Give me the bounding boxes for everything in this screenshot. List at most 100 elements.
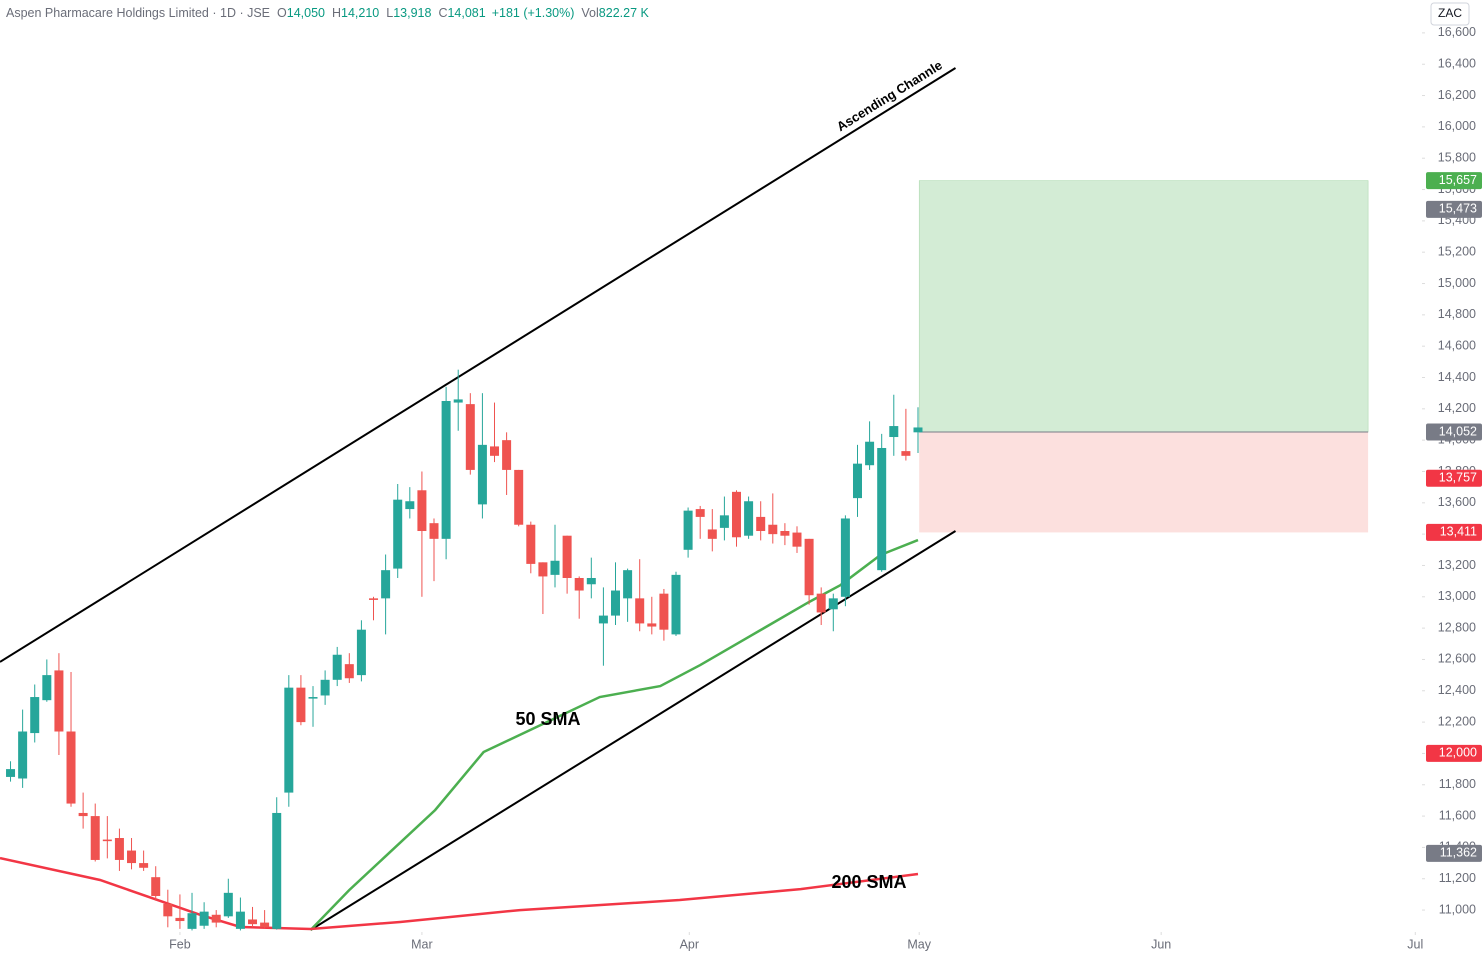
y-tick-label: 14,200 — [1438, 401, 1476, 415]
candle-body — [235, 911, 245, 929]
y-tick-label: 14,400 — [1438, 370, 1476, 384]
price-tag-label: 15,657 — [1439, 173, 1477, 187]
candle-body — [332, 654, 342, 680]
candle-body — [272, 812, 282, 929]
candle-body — [623, 570, 633, 599]
candle-body — [187, 913, 197, 929]
currency-label: ZAC — [1438, 6, 1462, 20]
candle-body — [877, 447, 887, 571]
candle-body — [865, 441, 875, 466]
y-tick-label: 12,400 — [1438, 683, 1476, 697]
y-tick-label: 13,600 — [1438, 495, 1476, 509]
candle-body — [707, 529, 717, 539]
y-tick-label: 14,800 — [1438, 307, 1476, 321]
price-tag-label: 12,000 — [1439, 746, 1477, 760]
candle-body — [151, 877, 161, 896]
candle-body — [163, 903, 173, 917]
candle-body — [611, 590, 621, 616]
profit-zone — [918, 180, 1369, 433]
sma-label: 50 SMA — [515, 709, 580, 729]
candle-body — [671, 574, 681, 635]
candle-body — [381, 570, 391, 599]
candle-body — [780, 531, 790, 536]
candle-body — [647, 623, 657, 627]
price-tag — [1426, 844, 1482, 862]
x-tick-label: Mar — [411, 937, 433, 951]
candle-body — [526, 524, 536, 564]
candle-body — [248, 919, 258, 925]
candle-body — [211, 914, 221, 923]
candle-body — [744, 501, 754, 536]
candle-body — [683, 510, 693, 550]
y-tick-label: 13,200 — [1438, 558, 1476, 572]
candle-body — [550, 560, 560, 575]
field-label: O — [277, 6, 287, 20]
field-label: H — [332, 6, 341, 20]
x-tick-label: May — [907, 937, 931, 951]
price-tag — [1426, 200, 1482, 218]
candle-body — [889, 426, 899, 438]
candle-body — [586, 577, 596, 585]
y-tick-label: 14,600 — [1438, 338, 1476, 352]
candle-body — [18, 731, 28, 779]
candle-body — [453, 399, 463, 403]
x-tick-label: Feb — [169, 937, 191, 951]
candle-body — [901, 451, 911, 456]
price-tag — [1426, 469, 1482, 487]
candle-body — [42, 675, 52, 701]
y-tick-label: 16,000 — [1438, 119, 1476, 133]
field-label: C — [438, 6, 447, 20]
candle-body — [574, 577, 584, 591]
candle-body — [66, 731, 76, 804]
candle-body — [417, 490, 427, 532]
price-tag-label: 11,362 — [1440, 846, 1477, 860]
candle-body — [284, 687, 294, 793]
y-tick-label: 11,800 — [1439, 777, 1476, 791]
candle-body — [562, 535, 572, 578]
candle-body — [852, 463, 862, 499]
candle-body — [320, 679, 330, 696]
candle-body — [308, 697, 318, 699]
candle-body — [127, 850, 137, 864]
field-value: 13,918 — [393, 6, 431, 20]
candle-body — [756, 516, 766, 532]
sma-line — [309, 538, 919, 931]
y-tick-label: 15,800 — [1438, 151, 1476, 165]
candle-body — [695, 509, 705, 517]
y-tick-label: 12,800 — [1438, 620, 1476, 634]
channel-line — [0, 67, 957, 663]
loss-zone — [919, 432, 1369, 533]
currency-box — [1430, 2, 1470, 26]
field-value: 14,050 — [287, 6, 325, 20]
candle-body — [502, 440, 512, 470]
candle-body — [356, 629, 366, 676]
candle-body — [465, 404, 475, 470]
candle-body — [816, 593, 826, 613]
price-tag — [1426, 523, 1482, 541]
candle-body — [405, 501, 415, 510]
candle-body — [731, 491, 741, 538]
price-tag-label: 13,411 — [1440, 525, 1477, 539]
price-tag-label: 13,757 — [1439, 471, 1477, 485]
sma-line — [0, 856, 919, 931]
y-tick-label: 16,600 — [1438, 25, 1476, 39]
candle-body — [30, 697, 40, 734]
candle-body — [828, 598, 838, 610]
x-tick-label: Apr — [680, 937, 699, 951]
candle-body — [102, 839, 112, 842]
candle-body — [78, 812, 88, 817]
candle-body — [90, 816, 100, 860]
y-tick-label: 13,000 — [1438, 589, 1476, 603]
y-tick-label: 15,000 — [1438, 276, 1476, 290]
candle-body — [598, 615, 608, 624]
candle-body — [260, 922, 270, 928]
field-value: 14,210 — [341, 6, 379, 20]
candle-body — [223, 892, 233, 917]
candle-body — [477, 444, 487, 505]
x-tick-label: Jun — [1151, 937, 1171, 951]
candle-body — [804, 538, 814, 596]
x-tick-label: Jul — [1407, 937, 1423, 951]
y-tick-label: 11,200 — [1439, 871, 1476, 885]
candle-body — [296, 687, 306, 723]
candle-body — [199, 911, 209, 926]
